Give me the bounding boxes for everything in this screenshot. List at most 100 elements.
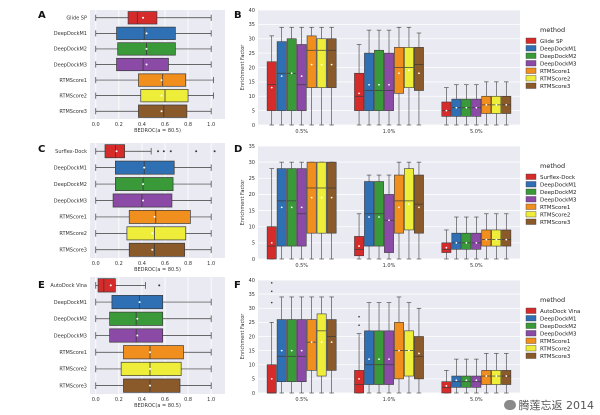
box xyxy=(354,72,364,111)
mean-marker xyxy=(408,203,410,206)
y-axis-label: Enrichment Factor xyxy=(240,44,246,91)
mean-marker xyxy=(300,349,303,352)
outlier-point xyxy=(157,150,160,153)
legend-swatch xyxy=(525,345,537,352)
mean-marker xyxy=(455,106,458,109)
category-label: RTMScore1 xyxy=(59,78,87,84)
legend-label: RTMScore2 xyxy=(540,77,570,83)
mean-marker xyxy=(408,349,410,352)
x-axis-label: BEDROC(a = 80.5) xyxy=(134,403,181,409)
box xyxy=(491,229,502,247)
outlier-point xyxy=(358,315,360,318)
mean-marker xyxy=(455,241,458,244)
mean-marker xyxy=(160,110,163,113)
mean-marker xyxy=(358,245,360,247)
x-tick-label: 0.2 xyxy=(115,122,123,128)
box xyxy=(266,61,277,111)
box xyxy=(414,336,424,380)
mean-marker xyxy=(142,199,145,202)
mean-marker xyxy=(368,216,370,218)
box xyxy=(491,370,502,385)
legend-swatch xyxy=(525,330,537,337)
x-tick-label: 0.6 xyxy=(161,261,169,267)
y-tick-label: 40 xyxy=(249,278,255,284)
box xyxy=(296,44,307,111)
mean-marker xyxy=(310,63,313,66)
mean-marker xyxy=(465,106,468,109)
mean-marker xyxy=(330,196,333,199)
mean-marker xyxy=(388,219,390,222)
y-tick-label: 15 xyxy=(249,208,255,214)
box xyxy=(306,319,317,371)
mean-marker xyxy=(505,375,508,377)
category-label: DeepDockM3 xyxy=(54,62,87,68)
mean-marker xyxy=(330,63,333,66)
y-tick-label: 20 xyxy=(249,65,255,71)
box xyxy=(116,57,169,72)
group-label: 5.0% xyxy=(470,397,483,403)
legend-swatch xyxy=(525,37,537,44)
x-tick-label: 0.0 xyxy=(92,397,100,403)
box xyxy=(394,174,404,234)
mean-marker xyxy=(408,69,410,72)
legend-label: DeepDockM3 xyxy=(540,332,577,338)
x-axis-label: BEDROC(a = 80.5) xyxy=(134,128,181,134)
box xyxy=(326,319,337,371)
x-tick-label: 1.0 xyxy=(207,261,215,267)
x-tick-label: 0.4 xyxy=(138,122,146,128)
wechat-icon xyxy=(503,400,516,410)
y-tick-label: 5 xyxy=(252,241,255,247)
group-label: 5.0% xyxy=(470,129,483,135)
mean-marker xyxy=(475,106,478,109)
watermark-text: 腾莲忘返 2014 xyxy=(518,399,595,412)
mean-marker xyxy=(149,367,151,370)
box xyxy=(138,104,188,118)
mean-marker xyxy=(270,241,273,244)
box xyxy=(404,168,414,231)
mean-marker xyxy=(445,109,448,112)
y-tick-label: 35 xyxy=(249,292,255,298)
category-label: Glide SP xyxy=(66,16,87,22)
mean-marker xyxy=(495,238,498,241)
box xyxy=(326,38,337,88)
legend-label: DeepDockM2 xyxy=(540,190,577,196)
legend-label: RTMScore3 xyxy=(540,220,571,226)
legend-label: AutoDock Vina xyxy=(540,309,580,315)
y-tick-label: 25 xyxy=(249,176,255,182)
mean-marker xyxy=(465,379,468,382)
y-tick-label: 0 xyxy=(252,257,255,263)
legend-title: method xyxy=(540,296,565,304)
mean-marker xyxy=(310,341,313,344)
mean-marker xyxy=(368,358,370,360)
legend-swatch xyxy=(525,82,537,89)
legend-label: RTMScore1 xyxy=(540,69,570,75)
legend-swatch xyxy=(525,203,537,210)
mean-marker xyxy=(320,196,323,199)
category-label: RTMScore2 xyxy=(59,231,87,237)
x-tick-label: 0.8 xyxy=(184,122,192,128)
mean-marker xyxy=(151,232,154,235)
box xyxy=(384,52,394,111)
mean-marker xyxy=(485,103,488,106)
x-tick-label: 0.8 xyxy=(184,261,192,267)
mean-marker xyxy=(290,349,293,352)
box xyxy=(120,361,182,376)
y-tick-label: 20 xyxy=(249,334,255,340)
legend-swatch xyxy=(525,181,537,188)
mean-marker xyxy=(300,206,303,209)
x-axis-label: BEDROC(a = 80.5) xyxy=(134,267,181,273)
mean-marker xyxy=(465,241,468,244)
mean-marker xyxy=(455,379,458,382)
y-tick-label: 10 xyxy=(249,94,255,100)
mean-marker xyxy=(485,375,488,377)
mean-marker xyxy=(368,83,370,86)
legend-label: RTMScore3 xyxy=(540,354,571,360)
box xyxy=(384,330,394,385)
x-tick-label: 1.0 xyxy=(207,397,215,403)
panel-D: D 0 5 10 15 20 25 30 35 Enrichment Factor 0.5% 1.0%… xyxy=(234,144,577,269)
x-tick-label: 0.6 xyxy=(161,122,169,128)
mean-marker xyxy=(505,238,508,241)
outlier-point xyxy=(158,284,161,287)
legend-swatch xyxy=(525,52,537,59)
